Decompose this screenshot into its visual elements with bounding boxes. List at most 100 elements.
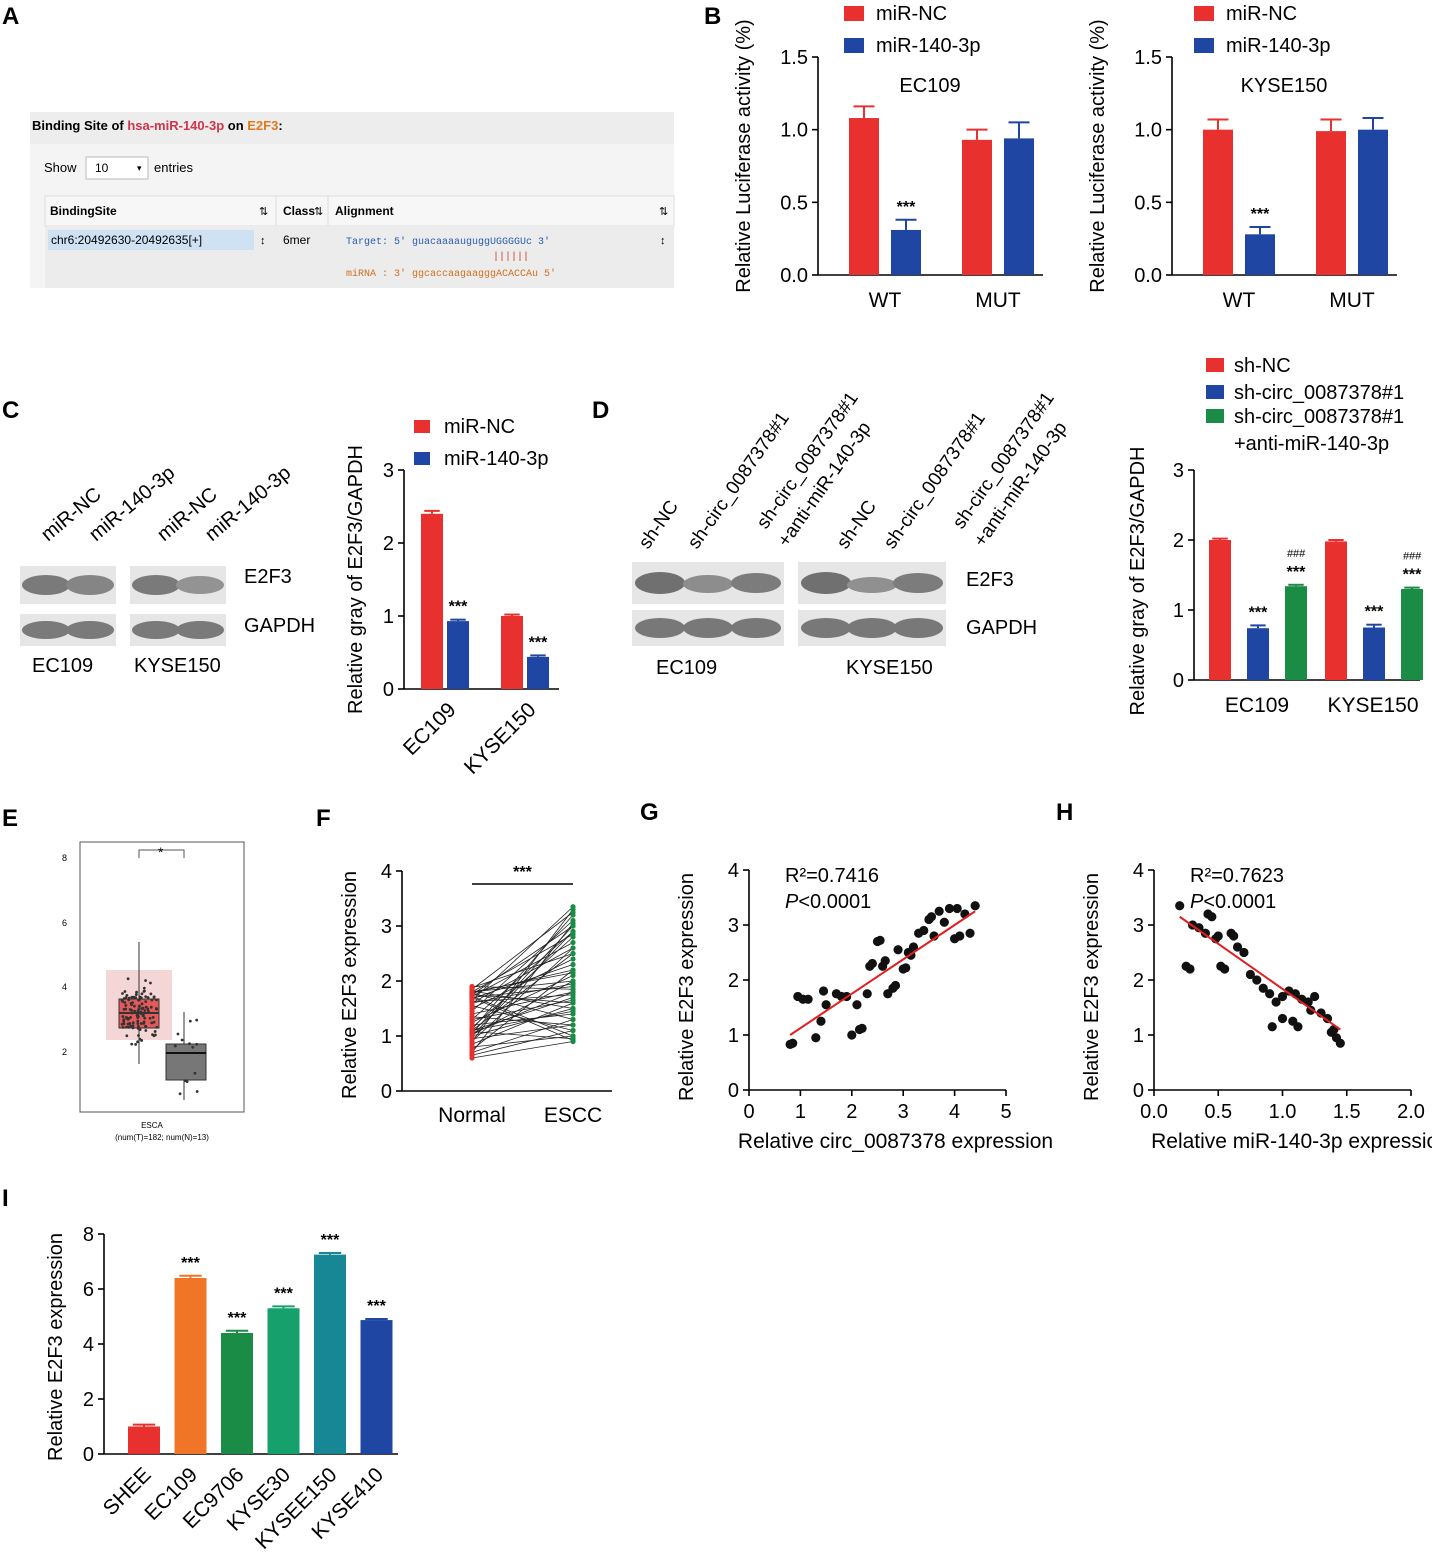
data-point-escc	[570, 986, 576, 992]
panel-d-chart: 0 1 2 3 Relative gray of E2F3/GAPDH EC109 *** *…	[1127, 447, 1423, 717]
pair-line	[471, 1005, 574, 1031]
y-tick-label: 3	[383, 460, 394, 482]
jitter-point	[131, 1024, 135, 1028]
data-point-escc	[570, 981, 576, 987]
significance-label: ***	[321, 1232, 340, 1249]
sort-icon[interactable]: ⇅	[259, 206, 268, 218]
blot-band	[22, 621, 70, 639]
significance-label: ***	[1403, 567, 1422, 584]
jitter-point	[178, 1092, 182, 1096]
jitter-point	[133, 1009, 137, 1013]
x-tick-label: MUT	[1329, 289, 1375, 312]
jitter-point	[142, 1020, 146, 1024]
data-point	[934, 906, 944, 916]
data-point	[1245, 969, 1255, 980]
blot-band	[683, 618, 733, 638]
row-class: 6mer	[283, 233, 310, 247]
data-point	[1271, 997, 1281, 1007]
entries-select-value: 10	[95, 161, 109, 175]
pair-line	[471, 980, 574, 993]
col-header-class[interactable]: Class	[283, 204, 315, 218]
jitter-point	[151, 1033, 154, 1036]
data-point	[1194, 923, 1204, 933]
y-tick-label: 0	[83, 1444, 94, 1466]
data-point	[970, 901, 980, 911]
legend-label-mir-nc: miR-NC	[1226, 3, 1297, 25]
bar-ec109	[1247, 628, 1269, 680]
jitter-point	[144, 1024, 147, 1028]
y-tick-label: 1.0	[780, 120, 808, 142]
data-point	[901, 963, 911, 973]
pair-line	[471, 920, 574, 1012]
blot-band	[683, 575, 733, 593]
data-point	[847, 1030, 857, 1040]
blot-band	[893, 573, 943, 593]
data-point-normal	[469, 1038, 475, 1045]
blot-band	[635, 572, 685, 594]
pair-line	[471, 933, 574, 993]
pair-line	[471, 911, 574, 990]
bar-kyse30	[267, 1308, 300, 1454]
lane-label: sh-circ_0087378#1	[880, 408, 990, 552]
panel-label-e: E	[2, 805, 18, 832]
bar-ec9706	[221, 1333, 253, 1454]
x-tick-label: KYSE150	[1327, 694, 1418, 717]
y-axis-label: Relative E2F3 expression	[339, 871, 361, 1099]
data-point	[816, 1016, 826, 1026]
cell-label-ec109: EC109	[656, 657, 717, 679]
data-point	[867, 958, 877, 969]
jitter-point	[122, 1018, 126, 1022]
jitter-point	[152, 1020, 156, 1024]
jitter-point	[137, 1025, 140, 1028]
jitter-point	[149, 1005, 153, 1009]
panel-h-chart: 0 1 2 3 4 0.0 0.5 1.0 1.5 2.0 Relative E2F3 expres…	[1081, 860, 1432, 1153]
jitter-point	[173, 1044, 177, 1048]
blot-band	[66, 575, 114, 595]
r-squared-label: R²=0.7623	[1190, 865, 1284, 887]
x-tick-label: MUT	[975, 289, 1021, 312]
cell-label-kyse150: KYSE150	[134, 655, 221, 677]
jitter-point	[136, 1019, 140, 1023]
y-axis-label: Relative Luciferase activity (%)	[733, 19, 755, 292]
y-tick-label: 0.5	[780, 192, 808, 214]
x-tick-label: 0.0	[1140, 1101, 1168, 1123]
panel-c-chart: 0 1 2 3 Relative gray of E2F3/GAPDH EC109 *** K…	[345, 445, 559, 779]
col-header-bindingsite[interactable]: BindingSite	[50, 204, 117, 218]
jitter-point	[138, 1004, 141, 1008]
col-header-alignment[interactable]: Alignment	[335, 204, 394, 218]
data-point-escc	[570, 1022, 576, 1028]
pair-line	[471, 983, 574, 1004]
sort-icon[interactable]: ⇅	[659, 206, 668, 218]
row-binding-site[interactable]: chr6:20492630-20492635[+]	[51, 233, 202, 247]
legend-swatch-mir-140-3p	[414, 452, 430, 465]
entries-select[interactable]	[85, 156, 149, 180]
data-point-normal	[469, 1000, 475, 1006]
jitter-point	[138, 1028, 142, 1032]
jitter-point	[121, 999, 125, 1003]
data-point	[1277, 1013, 1288, 1024]
data-point-escc	[570, 1033, 576, 1039]
panel-label-i: I	[2, 1185, 9, 1212]
data-point	[803, 994, 813, 1004]
significance-label: ***	[1249, 604, 1268, 621]
y-tick-label: 1.0	[1134, 120, 1162, 142]
y-tick-label: 3	[1133, 915, 1144, 937]
data-point-normal	[469, 1049, 475, 1056]
x-tick-label: 1.0	[1269, 1101, 1297, 1123]
bar-wt	[1245, 234, 1275, 275]
significance-label: ***	[449, 599, 468, 616]
jitter-point	[124, 1007, 128, 1011]
bar-kyse150	[501, 616, 523, 689]
jitter-point	[134, 1042, 138, 1046]
jitter-point	[142, 1014, 145, 1018]
lane-label: sh-NC	[635, 497, 683, 553]
pair-line	[471, 923, 574, 1053]
band-label-gapdh: GAPDH	[244, 615, 315, 637]
sort-icon[interactable]: ⇅	[314, 206, 323, 218]
data-point	[811, 1033, 821, 1043]
bar-ec109	[447, 621, 469, 689]
data-point-escc	[570, 1027, 576, 1034]
jitter-point	[185, 1080, 189, 1084]
jitter-point	[140, 992, 144, 996]
